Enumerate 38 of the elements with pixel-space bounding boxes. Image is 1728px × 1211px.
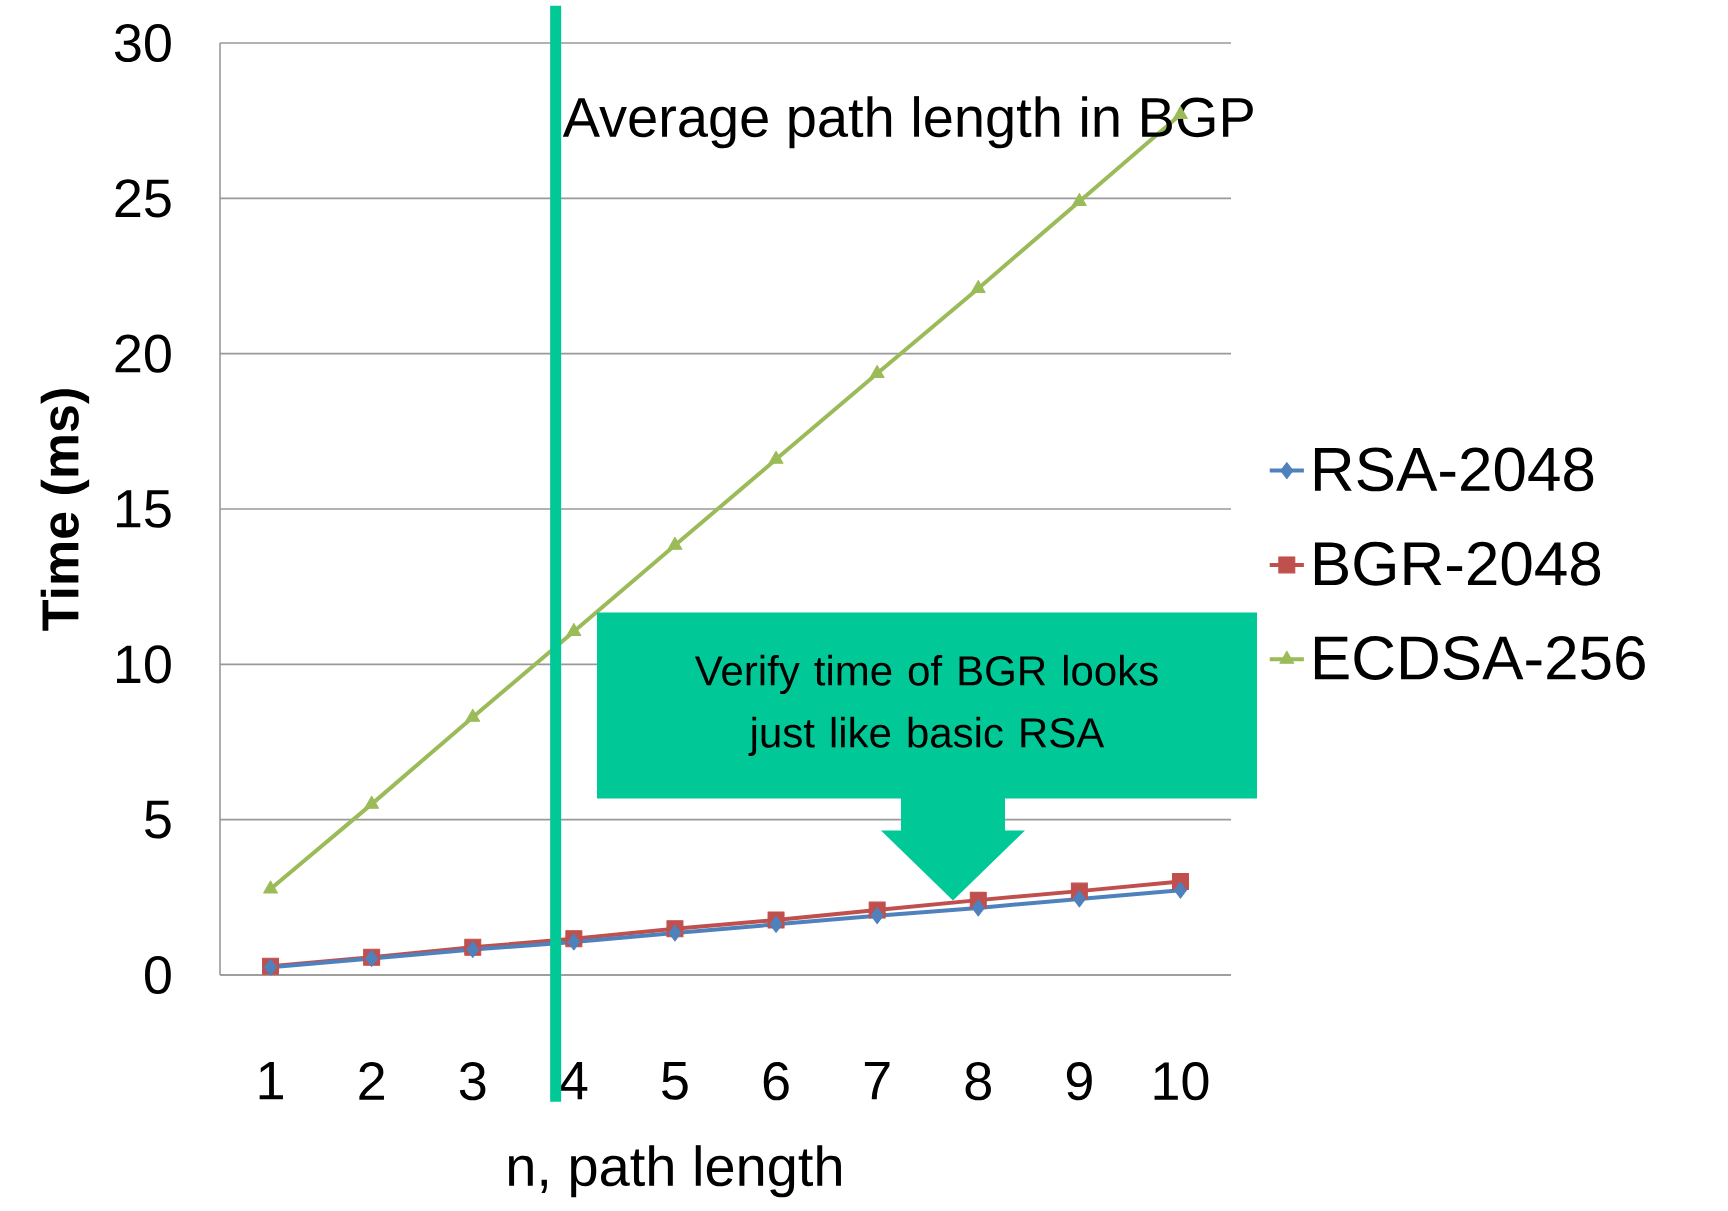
x-tick-label: 9 [1066,1062,1092,1101]
y-axis-title: Time (ms) [40,389,90,631]
point [768,450,784,464]
annotation: Verify time of BGR looks just like basic RSA [694,654,1158,757]
point [566,622,582,636]
x-tick-label: 1 [259,1062,283,1100]
x-tick-label: 2 [359,1062,384,1100]
legend-label: ECDSA-256 [1314,636,1645,680]
y-tick-label: 30 [114,23,171,63]
y-tick-label: 25 [115,179,171,218]
y-tick-label: 15 [116,490,171,528]
point [465,708,481,722]
point [263,880,278,894]
x-tick-label: 6 [763,1062,789,1101]
x-tick-label: 5 [662,1062,688,1100]
x-tick-label: 10 [1154,1062,1209,1101]
point [668,924,682,942]
y-tick-label: 20 [115,334,171,373]
legend-label: BGR-2048 [1314,541,1601,586]
point [667,536,683,550]
x-tick-label: 4 [560,1062,588,1100]
x-axis-title: n, path length [508,1145,841,1198]
x-tick-label: 3 [459,1062,486,1101]
point [870,907,884,925]
point [971,899,985,917]
y-tick-label: 0 [145,955,171,995]
point [869,365,885,379]
x-tick-label: 8 [965,1062,991,1101]
point [970,279,986,293]
point [1072,890,1086,908]
y-tick-label: 5 [145,800,171,839]
x-tick-label: 7 [864,1062,890,1100]
legend-label: RSA-2048 [1314,447,1594,492]
y-tick-label: 10 [116,645,171,684]
point [364,795,380,809]
point [1071,192,1087,206]
point [769,915,783,933]
point [1173,881,1187,899]
